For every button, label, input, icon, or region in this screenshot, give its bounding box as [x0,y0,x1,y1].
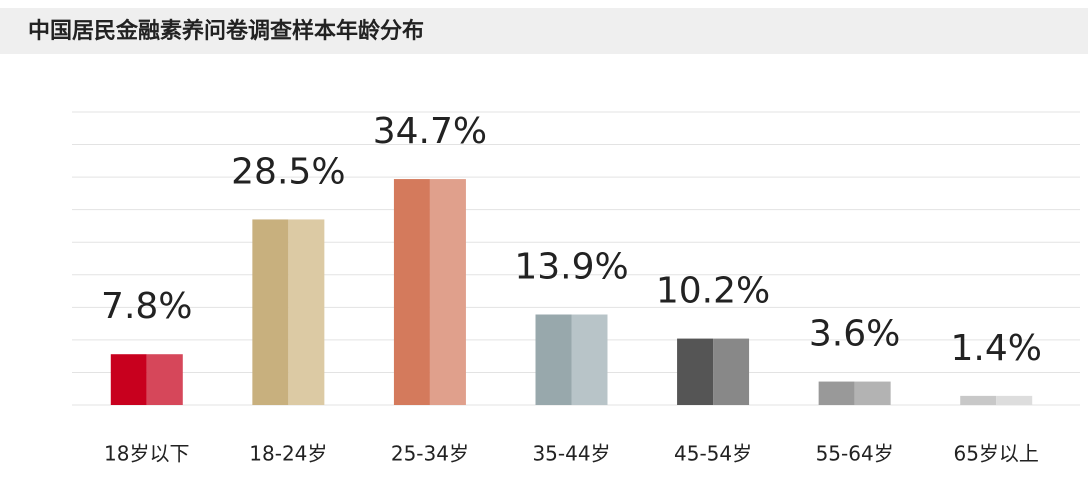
value-label: 3.6% [809,314,900,355]
x-tick-label: 45-54岁 [674,442,752,466]
bar-half [677,338,714,405]
value-label: 28.5% [231,151,345,192]
bar [960,395,1033,405]
bar-half [996,395,1033,405]
x-tick-label: 55-64岁 [816,442,894,466]
bar-half [252,219,289,405]
value-label: 7.8% [101,286,192,327]
value-label: 13.9% [514,246,628,287]
bar-half [854,381,891,405]
bar [252,219,325,405]
bar [818,381,891,405]
bar-half [429,179,466,405]
x-tick-label: 18岁以下 [104,442,189,466]
bar-half [110,354,147,405]
bar [535,314,608,405]
bar-half [393,179,430,405]
x-tick-label: 65岁以上 [953,442,1038,466]
value-label: 34.7% [373,111,487,152]
chart-title: 中国居民金融素养问卷调查样本年龄分布 [28,18,424,44]
bar-half [713,338,750,405]
bar [110,354,183,405]
bar-half [535,314,572,405]
x-tick-label: 35-44岁 [532,442,610,466]
bar-half [818,381,855,405]
bar-half [571,314,608,405]
title-bar [0,8,1088,54]
value-label: 10.2% [656,271,770,312]
bar-half [288,219,325,405]
bar-half [146,354,183,405]
x-tick-label: 25-34岁 [391,442,469,466]
value-label: 1.4% [950,328,1041,369]
bar [393,179,466,405]
x-tick-label: 18-24岁 [249,442,327,466]
bar [677,338,750,405]
bar-half [960,395,997,405]
